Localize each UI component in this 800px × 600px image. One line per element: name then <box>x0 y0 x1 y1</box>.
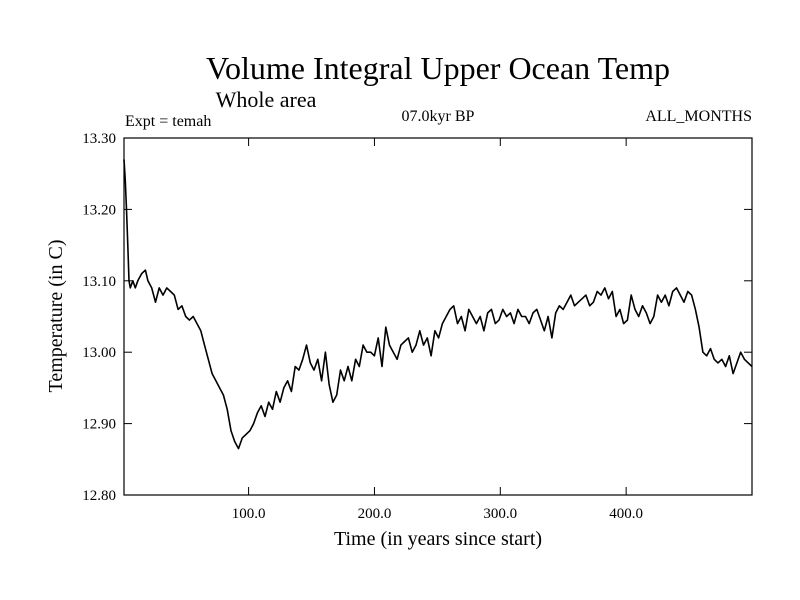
annotation-period: 07.0kyr BP <box>402 108 475 125</box>
y-tick-label: 12.90 <box>82 417 116 433</box>
x-tick-label: 400.0 <box>609 506 643 522</box>
annotation-months: ALL_MONTHS <box>645 108 752 125</box>
y-tick-label: 13.30 <box>82 131 116 147</box>
annotation-expt: Expt = temah <box>125 113 211 130</box>
y-tick-label: 13.10 <box>82 274 116 290</box>
y-tick-label: 13.00 <box>82 345 116 361</box>
x-tick-label: 100.0 <box>232 506 266 522</box>
chart-title: Volume Integral Upper Ocean Temp <box>206 50 670 86</box>
series-line <box>123 159 753 450</box>
x-tick-label: 300.0 <box>483 506 517 522</box>
y-axis-ticks: 12.80 12.90 13.00 13.10 13.20 13.30 <box>82 131 752 504</box>
chart-subtitle: Whole area <box>216 87 317 112</box>
y-axis-label: Temperature (in C) <box>45 240 67 393</box>
y-tick-label: 13.20 <box>82 202 116 218</box>
plot-frame <box>123 137 753 496</box>
x-axis-label: Time (in years since start) <box>334 528 542 550</box>
x-axis-ticks: 100.0 200.0 300.0 400.0 <box>232 138 643 522</box>
x-tick-label: 200.0 <box>358 506 392 522</box>
series-layer <box>123 159 753 450</box>
y-tick-label: 12.80 <box>82 488 116 504</box>
